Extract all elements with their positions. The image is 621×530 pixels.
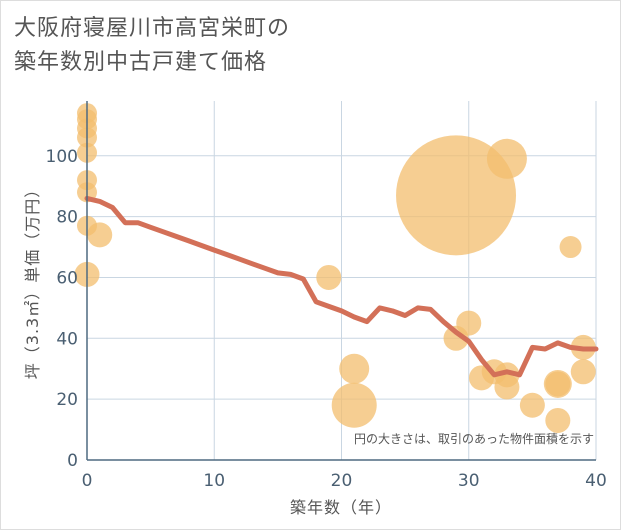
chart-title-line2: 築年数別中古戸建て価格 [14,50,268,75]
y-tick-label: 40 [56,329,78,349]
data-point [331,382,377,428]
x-tick-label: 30 [458,471,480,491]
x-tick-label: 10 [203,471,225,491]
data-point [545,371,571,397]
x-tick-label: 0 [82,471,93,491]
data-point [519,392,545,418]
annotation: 円の大きさは、取引のあった物件面積を示す [354,431,594,446]
y-tick-label: 60 [56,268,78,288]
data-point [570,359,596,385]
axes: 0 10 20 30 40 0 20 40 60 80 100 [46,101,607,491]
y-axis-label: 坪（3.3㎡）単価（万円） [23,181,42,379]
y-tick-label: 0 [67,451,78,471]
y-tick-label: 100 [46,147,78,167]
data-point [87,222,113,248]
trend-line [84,195,599,378]
trend-line-layer [84,195,599,378]
y-tick-label: 20 [56,390,78,410]
data-point [339,353,370,384]
y-tick-label: 80 [56,208,78,228]
data-point [396,135,517,256]
data-point [494,374,520,400]
data-point [559,236,582,259]
chart-title: 大阪府寝屋川市高宮栄町の 築年数別中古戸建て価格 [14,12,574,80]
data-point [486,138,527,179]
data-point [545,407,571,433]
x-axis-label: 築年数（年） [290,498,392,517]
x-tick-label: 40 [585,471,607,491]
chart-title-line1: 大阪府寝屋川市高宮栄町の [14,16,291,41]
data-point [456,310,482,336]
x-tick-label: 20 [331,471,353,491]
data-point [316,264,342,290]
